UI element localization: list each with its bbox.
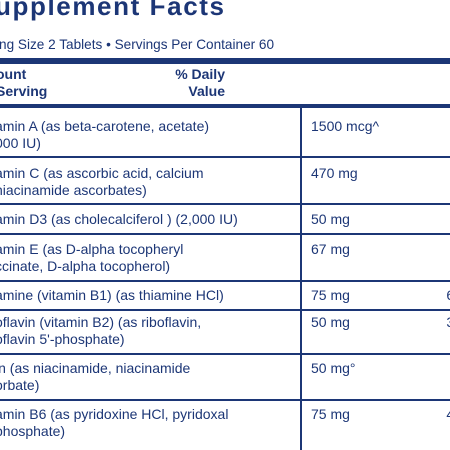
nutrient-row: amin C (as ascorbic acid, calcium niacin… [0,158,450,203]
nutrient-name: amin D3 (as cholecalciferol ) (2,000 IU) [0,211,238,228]
nutrient-name-line: amin E (as D-alpha tocopheryl [0,241,184,257]
nutrient-name: amin C (as ascorbic acid, calcium niacin… [0,165,204,198]
nutrient-name-line: oflavin (vitamin B2) (as riboflavin, [0,314,202,330]
nutrient-daily-value: 44 [446,406,450,423]
column-divider [300,108,302,450]
nutrient-row: amin D3 (as cholecalciferol ) (2,000 IU)… [0,205,450,233]
nutrient-row: amin A (as beta-carotene, acetate) 000 I… [0,108,450,156]
nutrient-amount: 75 mg [311,287,350,303]
serving-info: ing Size 2 Tablets • Servings Per Contai… [0,37,275,52]
nutrient-amount: 50 mg [311,314,350,330]
nutrient-name: amin B6 (as pyridoxine HCl, pyridoxal ph… [0,406,228,439]
nutrient-name-line: orbate) [0,376,40,393]
header-rule-bottom [0,104,450,108]
panel-title: upplement Facts [0,0,226,21]
nutrient-amount: 50 mg [311,211,350,227]
nutrient-row: in (as niacinamide, niacinamide orbate) … [0,355,450,399]
row-divider [0,280,450,282]
nutrient-name: amin E (as D-alpha tocopheryl ccinate, D… [0,241,183,274]
nutrient-name: in (as niacinamide, niacinamide orbate) [0,360,190,393]
amount-header: ount Serving [0,66,47,100]
nutrient-amount: 1500 mcg^ [311,118,380,134]
amount-header-line1: ount [0,66,27,82]
nutrient-name-line: 000 IU) [0,134,41,151]
nutrient-name-line: amin B6 (as pyridoxine HCl, pyridoxal [0,406,229,422]
row-divider [0,353,450,355]
nutrient-amount: 75 mg [311,406,350,422]
nutrient-amount: 50 mg° [311,360,356,376]
nutrient-amount: 67 mg [311,241,350,257]
nutrient-name-line: niacinamide ascorbates) [0,181,147,198]
row-divider [0,156,450,158]
amount-header-line2: Serving [0,83,48,99]
header-rule-top [0,58,450,64]
nutrient-row: amin B6 (as pyridoxine HCl, pyridoxal ph… [0,401,450,450]
nutrient-name-line: amine (vitamin B1) (as thiamine HCl) [0,287,224,303]
row-divider [0,399,450,401]
row-divider [0,309,450,311]
nutrient-name: oflavin (vitamin B2) (as riboflavin, ofl… [0,314,201,347]
nutrient-daily-value: 38 [446,314,450,331]
nutrient-row: amin E (as D-alpha tocopheryl ccinate, D… [0,235,450,280]
nutrient-name-line: amin D3 (as cholecalciferol ) (2,000 IU) [0,211,238,227]
daily-value-header-line1: % Daily [175,66,225,82]
nutrient-name-line: oflavin 5'-phosphate) [0,330,125,347]
nutrient-name: amin A (as beta-carotene, acetate) 000 I… [0,118,209,151]
nutrient-name-line: phosphate) [0,422,66,439]
nutrient-name-line: amin A (as beta-carotene, acetate) [0,118,210,134]
daily-value-header: % Daily Value [167,66,225,100]
nutrient-name-line: amin C (as ascorbic acid, calcium [0,165,204,181]
row-divider [0,233,450,235]
row-divider [0,203,450,205]
daily-value-header-line2: Value [188,83,225,99]
nutrient-name-line: in (as niacinamide, niacinamide [0,360,191,376]
nutrient-name: amine (vitamin B1) (as thiamine HCl) [0,287,224,304]
nutrient-name-line: ccinate, D-alpha tocopherol) [0,257,171,274]
nutrient-row: oflavin (vitamin B2) (as riboflavin, ofl… [0,311,450,353]
nutrient-daily-value: 62 [446,287,450,304]
nutrient-amount: 470 mg [311,165,358,181]
nutrient-row: amine (vitamin B1) (as thiamine HCl) 75 … [0,282,450,309]
